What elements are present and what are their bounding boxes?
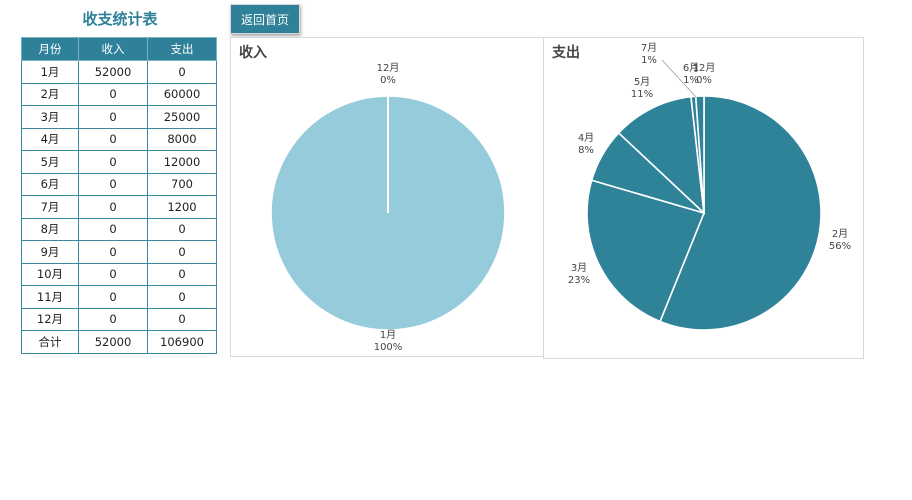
table-row: 3月 0 25000 <box>21 105 217 129</box>
pie-data-label: 12月 0% <box>693 62 716 86</box>
pie-data-label: 5月 11% <box>631 76 653 100</box>
back-home-button[interactable]: 返回首页 <box>230 4 300 34</box>
income-cell: 0 <box>78 240 148 264</box>
month-cell: 7月 <box>21 195 79 219</box>
expense-cell: 8000 <box>147 127 217 151</box>
expense-cell: 0 <box>147 240 217 264</box>
month-cell: 12月 <box>21 307 79 331</box>
income-cell: 0 <box>78 217 148 241</box>
table-row: 10月 0 0 <box>21 262 217 286</box>
expense-cell: 60000 <box>147 82 217 106</box>
month-cell: 4月 <box>21 127 79 151</box>
expense-chart-title: 支出 <box>552 45 580 61</box>
income-cell: 0 <box>78 172 148 196</box>
table-row: 2月 0 60000 <box>21 82 217 106</box>
table-row: 9月 0 0 <box>21 240 217 264</box>
expense-cell: 0 <box>147 285 217 309</box>
expense-cell: 25000 <box>147 105 217 129</box>
expense-cell: 0 <box>147 217 217 241</box>
income-cell: 52000 <box>78 330 148 354</box>
table-row: 12月 0 0 <box>21 307 217 331</box>
table-total-row: 合计 52000 106900 <box>21 330 217 354</box>
expense-pie-chart: 2月 56% 3月 23% 4月 8% 5月 11% 6月 1% 7月 1% 12月 0% <box>568 42 851 331</box>
stats-table: 月份 收入 支出 1月 52000 0 2月 0 60000 3月 0 25000 4月 0 8000… <box>21 37 217 354</box>
income-cell: 0 <box>78 82 148 106</box>
expense-cell: 1200 <box>147 195 217 219</box>
table-row: 4月 0 8000 <box>21 127 217 151</box>
pie-data-label: 3月 23% <box>568 262 590 286</box>
income-cell: 0 <box>78 105 148 129</box>
page-title: 收支统计表 <box>82 10 158 28</box>
month-cell: 合计 <box>21 330 79 354</box>
income-cell: 0 <box>78 285 148 309</box>
pie-leader-line <box>661 59 697 98</box>
income-cell: 0 <box>78 262 148 286</box>
table-row: 5月 0 12000 <box>21 150 217 174</box>
month-cell: 5月 <box>21 150 79 174</box>
pie-data-label: 12月 0% <box>377 62 400 86</box>
pie-data-label: 6月 1% <box>683 62 699 86</box>
header-expense: 支出 <box>147 37 217 61</box>
expense-cell: 0 <box>147 60 217 84</box>
income-cell: 0 <box>78 127 148 151</box>
income-cell: 0 <box>78 195 148 219</box>
table-header-row: 月份 收入 支出 <box>21 37 217 61</box>
month-cell: 8月 <box>21 217 79 241</box>
expense-chart-panel: 支出 2月 56% 3月 23% 4月 8% 5月 11% 6月 1% 7月 1% 12月 0% <box>543 37 864 359</box>
pie-data-label: 7月 1% <box>641 42 657 66</box>
pie-slice-3 <box>586 179 706 323</box>
table-row: 6月 0 700 <box>21 172 217 196</box>
month-cell: 3月 <box>21 105 79 129</box>
table-row: 1月 52000 0 <box>21 60 217 84</box>
pie-slice-5 <box>617 95 706 216</box>
income-chart-title: 收入 <box>239 45 267 61</box>
income-cell: 52000 <box>78 60 148 84</box>
pie-data-label: 2月 56% <box>829 228 851 252</box>
month-cell: 11月 <box>21 285 79 309</box>
pie-slice-2 <box>659 95 822 331</box>
income-pie-chart: 12月 0% 1月 100% <box>270 62 506 353</box>
income-cell: 0 <box>78 150 148 174</box>
table-row: 8月 0 0 <box>21 217 217 241</box>
expense-cell: 106900 <box>147 330 217 354</box>
header-income: 收入 <box>78 37 148 61</box>
income-chart-panel: 收入 12月 0% 1月 100% <box>230 37 544 357</box>
month-cell: 1月 <box>21 60 79 84</box>
table-row: 11月 0 0 <box>21 285 217 309</box>
table-row: 7月 0 1200 <box>21 195 217 219</box>
header-month: 月份 <box>21 37 79 61</box>
expense-cell: 0 <box>147 262 217 286</box>
expense-cell: 0 <box>147 307 217 331</box>
month-cell: 10月 <box>21 262 79 286</box>
expense-cell: 12000 <box>147 150 217 174</box>
month-cell: 2月 <box>21 82 79 106</box>
month-cell: 9月 <box>21 240 79 264</box>
pie-data-label: 1月 100% <box>374 329 403 353</box>
expense-cell: 700 <box>147 172 217 196</box>
income-cell: 0 <box>78 307 148 331</box>
pie-data-label: 4月 8% <box>578 132 594 156</box>
month-cell: 6月 <box>21 172 79 196</box>
